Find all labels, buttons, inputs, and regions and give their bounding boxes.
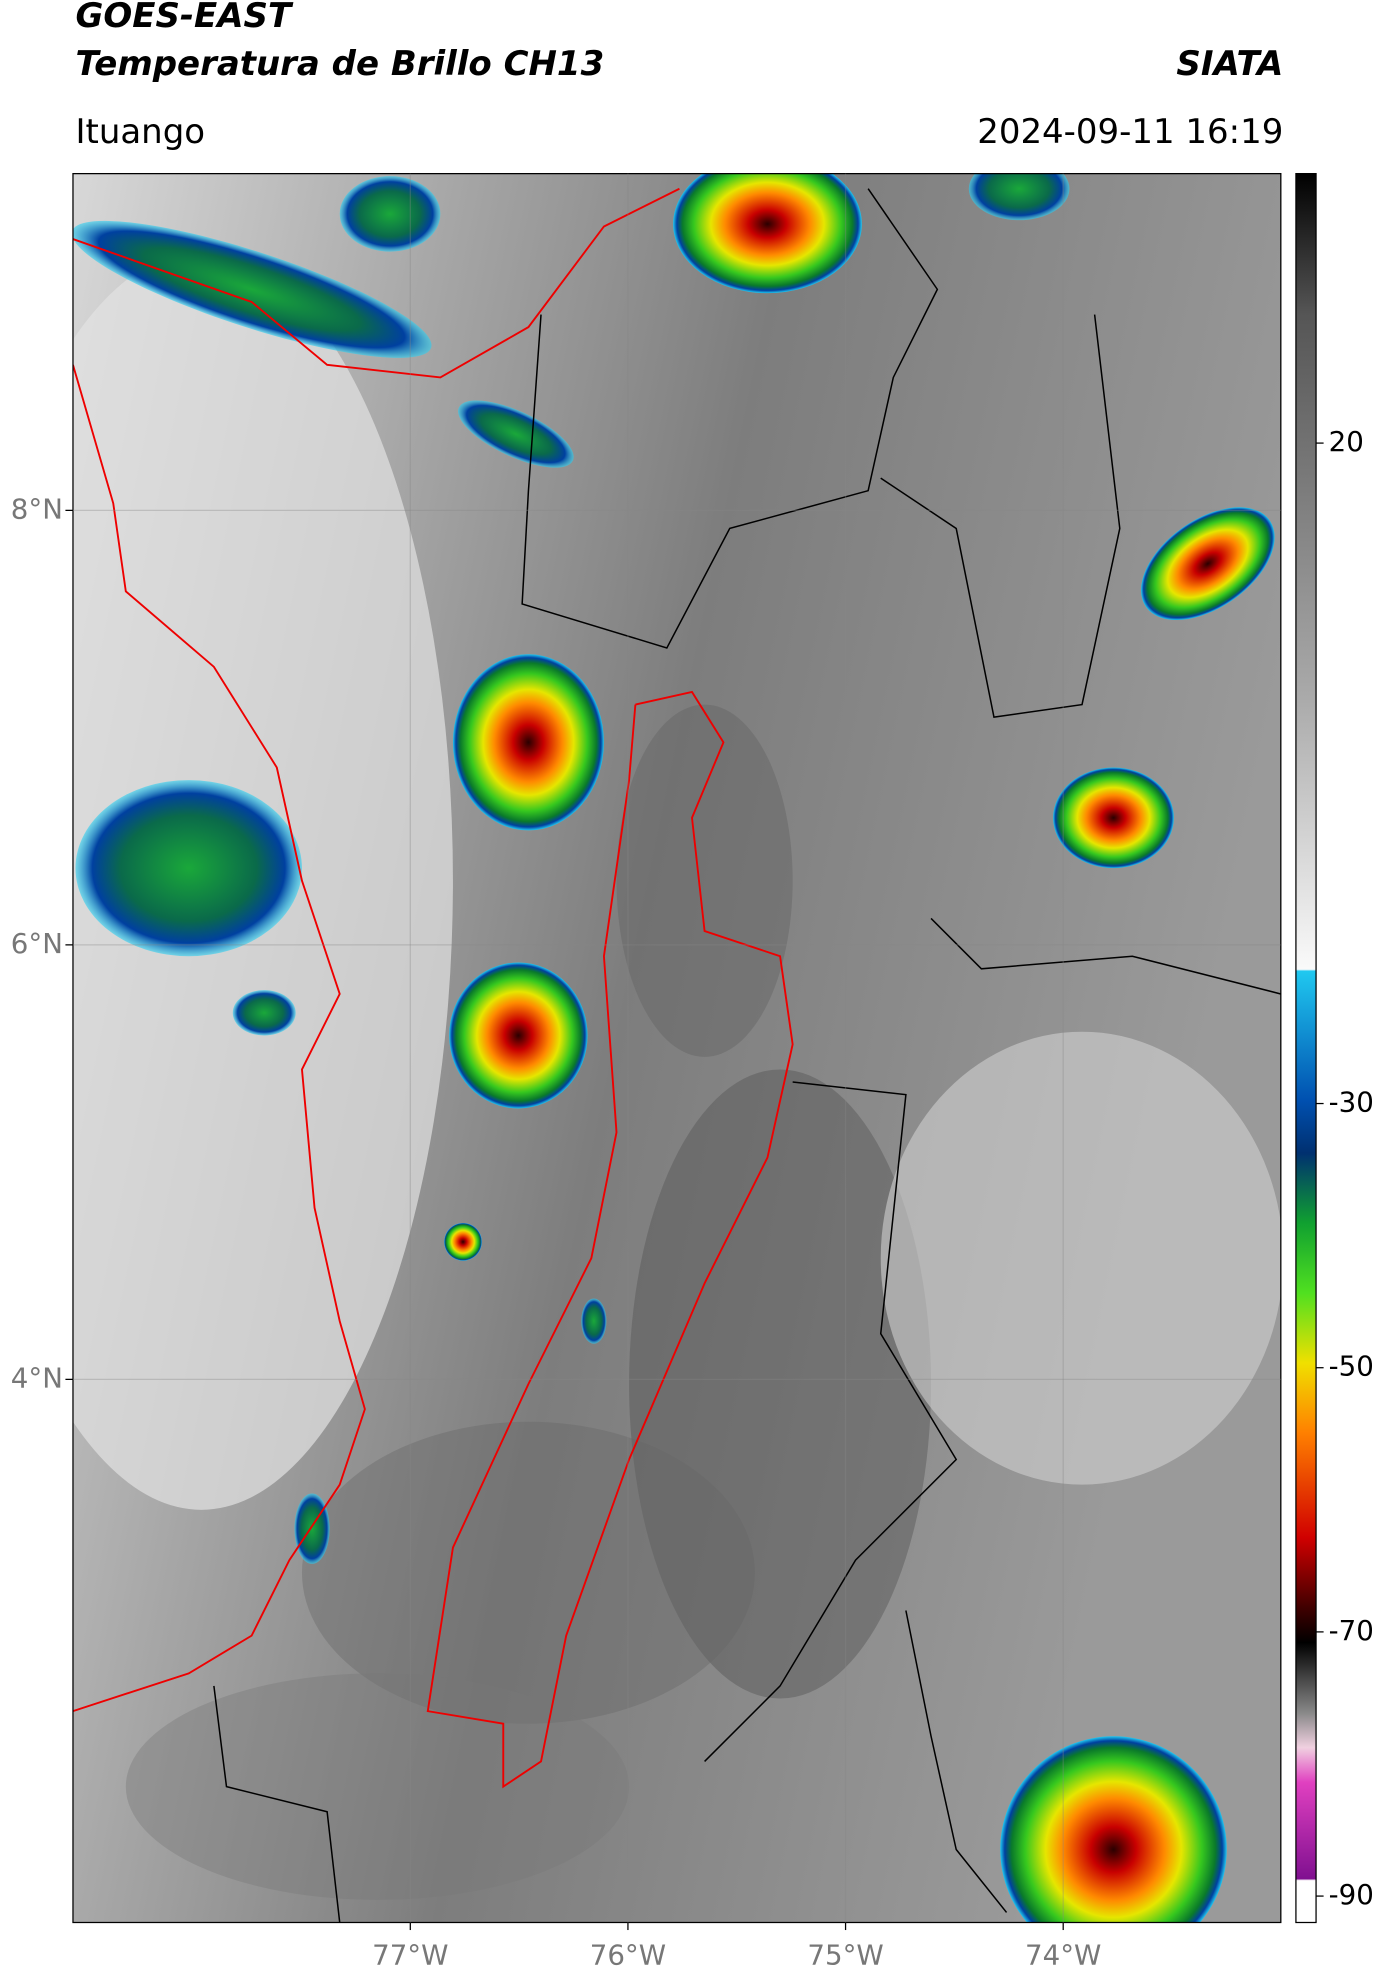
x-tick-label: 74°W <box>1025 1938 1101 1971</box>
y-tick-label: 6°N <box>11 927 63 960</box>
x-tick-label: 76°W <box>590 1938 666 1971</box>
satellite-image <box>72 173 1281 1923</box>
y-tick-label: 4°N <box>11 1361 63 1394</box>
colorbar-tick-label: 20 <box>1329 425 1364 458</box>
x-tick-label: 77°W <box>372 1938 448 1971</box>
map-frame <box>72 172 1282 1924</box>
x-tick-label: 75°W <box>807 1938 883 1971</box>
colorbar-tick-label: -70 <box>1329 1614 1374 1647</box>
timestamp: 2024-09-11 16:19 <box>977 112 1283 152</box>
colorbar <box>1295 172 1317 1924</box>
colorbar-tick-label: -30 <box>1329 1086 1374 1119</box>
location: Ituango <box>75 112 205 152</box>
colorbar-tick-label: -90 <box>1329 1878 1374 1911</box>
colorbar-tick-label: -50 <box>1329 1350 1374 1383</box>
product: Temperatura de Brillo CH13 <box>75 44 604 84</box>
grid <box>72 173 1281 1923</box>
colorbar-ticks: 20 -30 -50 -70 -90 <box>1316 425 1374 1911</box>
title: GOES-EAST <box>75 0 293 36</box>
agency: SIATA <box>1176 44 1283 84</box>
y-tick-label: 8°N <box>11 492 63 525</box>
axis-ticks: 77°W 76°W 75°W 74°W 8°N 6°N 4°N <box>11 492 1102 1971</box>
